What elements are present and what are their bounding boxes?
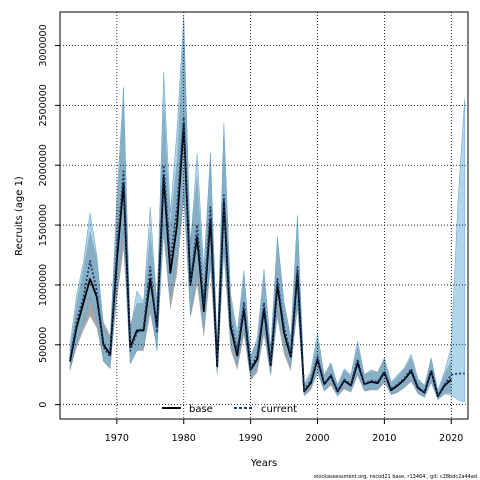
legend: base current <box>162 404 297 415</box>
x-axis-title: Years <box>250 458 277 469</box>
y-axis: 0 500000 1000000 1500000 2000000 2500000 30000… <box>38 24 60 408</box>
y-tick-label: 0 <box>38 402 49 408</box>
confidence-bands <box>69 15 465 403</box>
y-tick-label: 3000000 <box>38 24 49 66</box>
legend-base-label: base <box>189 404 213 415</box>
x-tick-label: 1990 <box>239 433 263 444</box>
x-axis: 1970 1980 1990 2000 2010 2020 <box>105 419 463 444</box>
current-confidence-band <box>69 15 465 403</box>
legend-current-label: current <box>261 404 297 415</box>
x-tick-label: 1980 <box>172 433 196 444</box>
y-tick-label: 1500000 <box>38 204 49 246</box>
x-tick-label: 2010 <box>372 433 396 444</box>
current-series-line <box>69 116 465 398</box>
y-axis-title: Recruits (age 1) <box>14 176 25 256</box>
plot-frame <box>59 11 469 420</box>
x-tick-label: 2000 <box>305 433 329 444</box>
series-lines <box>69 116 465 398</box>
y-tick-label: 1000000 <box>38 264 49 306</box>
x-tick-label: 2020 <box>439 433 463 444</box>
y-tick-label: 2500000 <box>38 84 49 126</box>
grid-lines <box>60 12 468 419</box>
x-tick-label: 1970 <box>105 433 129 444</box>
y-tick-label: 500000 <box>38 327 49 363</box>
footnote: stockassessment.org, nscod21 base, r1346… <box>314 474 477 480</box>
y-tick-label: 2000000 <box>38 144 49 186</box>
